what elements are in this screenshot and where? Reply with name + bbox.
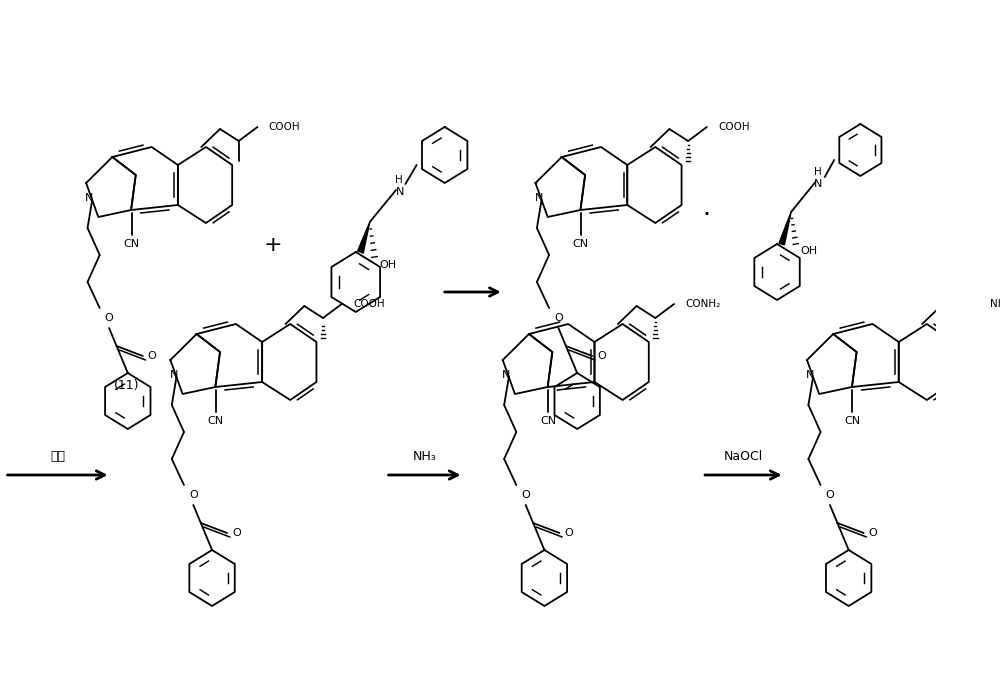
Text: COOH: COOH [269,122,300,132]
Text: +: + [264,235,283,255]
Polygon shape [779,212,791,245]
Text: O: O [564,528,573,538]
Text: H: H [395,175,403,185]
Text: O: O [521,490,530,500]
Text: NaOCl: NaOCl [724,450,763,464]
Text: COOH: COOH [718,122,750,132]
Text: O: O [189,490,198,500]
Text: 游离: 游离 [50,450,65,464]
Text: O: O [105,313,113,323]
Text: N: N [806,370,814,380]
Text: NH₃: NH₃ [413,450,436,464]
Text: OH: OH [379,260,396,270]
Text: O: O [826,490,834,500]
Text: N: N [814,179,822,189]
Text: CN: CN [208,416,224,426]
Text: O: O [232,528,241,538]
Text: N: N [169,370,178,380]
Text: CN: CN [573,239,589,249]
Text: N: N [502,370,510,380]
Text: (11): (11) [114,379,139,392]
Text: O: O [869,528,877,538]
Text: N: N [535,193,543,203]
Text: N: N [85,193,94,203]
Text: OH: OH [800,246,817,256]
Text: CN: CN [123,239,140,249]
Text: COOH: COOH [353,299,385,309]
Text: O: O [554,313,563,323]
Text: NH₂: NH₂ [990,299,1000,309]
Text: O: O [597,351,606,361]
Text: N: N [396,187,404,197]
Text: O: O [148,351,157,361]
Text: CN: CN [540,416,556,426]
Text: CONH₂: CONH₂ [685,299,721,309]
Text: ·: · [703,203,711,227]
Text: CN: CN [844,416,860,426]
Polygon shape [358,222,370,253]
Text: H: H [814,167,822,177]
